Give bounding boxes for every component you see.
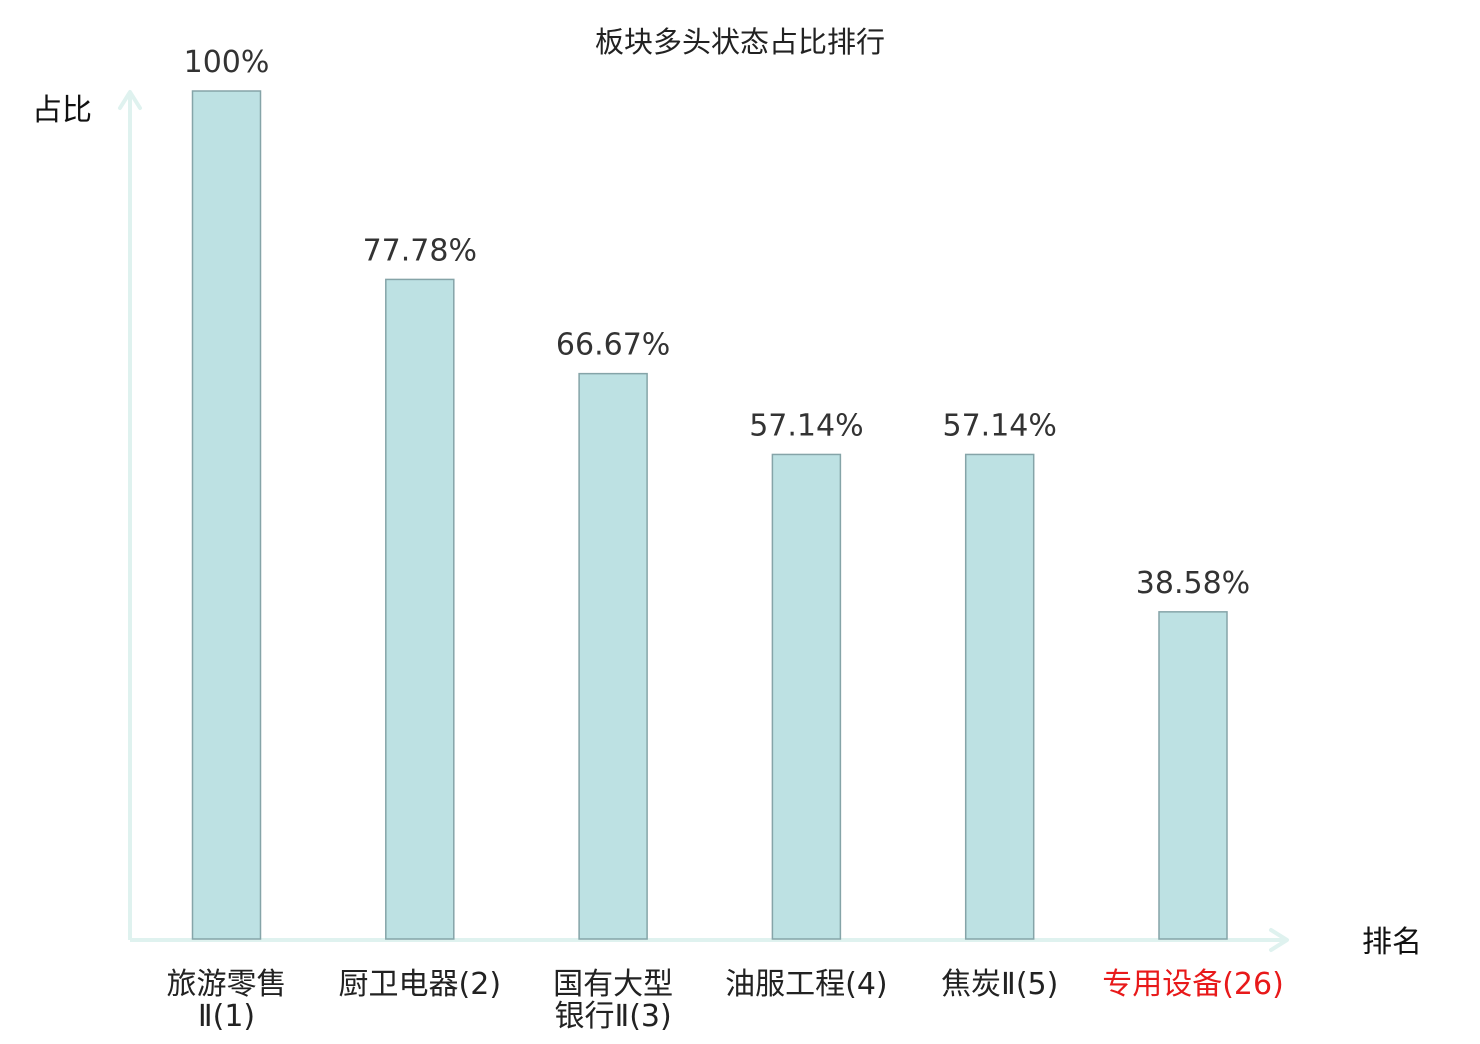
bar-value-label: 38.58% [1136, 566, 1250, 601]
bar-value-label: 77.78% [363, 233, 477, 268]
x-tick-label: 专用设备(26) [1102, 967, 1284, 1002]
x-axis-label: 排名 [1362, 925, 1422, 960]
x-tick-label: 旅游零售 [167, 967, 287, 1002]
bar [578, 372, 648, 940]
x-tick-label: 焦炭Ⅱ(5) [941, 967, 1058, 1002]
x-tick-label: Ⅱ(1) [198, 999, 255, 1034]
x-tick-label: 油服工程(4) [725, 967, 888, 1002]
bar-value-label: 57.14% [749, 408, 863, 443]
y-axis [118, 90, 142, 940]
bar [385, 278, 455, 940]
bar-value-label: 66.67% [556, 328, 670, 363]
chart-title: 板块多头状态占比排行 [595, 25, 885, 59]
bar-value-label: 57.14% [943, 408, 1057, 443]
x-axis-arrow [1269, 928, 1289, 952]
x-tick-label: 厨卫电器(2) [339, 967, 502, 1002]
bar-value-label: 100% [184, 45, 270, 80]
x-tick-label: 国有大型 [553, 967, 673, 1002]
x-tick-label: 银行Ⅱ(3) [554, 999, 671, 1034]
y-axis-label: 占比 [32, 93, 92, 128]
bars-group [191, 90, 1228, 940]
bar [771, 453, 842, 940]
bar [1158, 611, 1228, 940]
value-labels-group: 100% 77.78% 66.67% 57.14% 57.14% 38.58% [184, 45, 1251, 601]
bar [964, 453, 1035, 940]
y-axis-arrow [118, 90, 142, 110]
x-axis [130, 928, 1289, 952]
bar [191, 90, 262, 940]
